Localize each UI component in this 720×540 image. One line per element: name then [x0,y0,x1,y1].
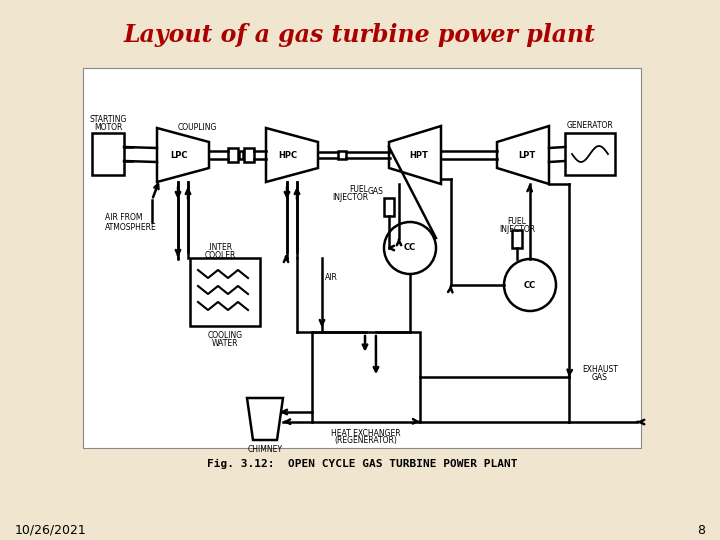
Text: CHIMNEY: CHIMNEY [248,446,282,455]
Text: GAS: GAS [368,187,384,197]
Text: GAS: GAS [592,374,608,382]
Text: COOLING: COOLING [207,330,243,340]
Text: STARTING: STARTING [89,116,127,125]
Bar [384,198,394,216]
Text: LPT: LPT [518,151,536,159]
Text: INJECTOR: INJECTOR [332,193,368,202]
Text: AIR: AIR [325,273,338,282]
Text: 8: 8 [697,523,705,537]
Text: COOLER: COOLER [204,251,235,260]
Text: Fig. 3.12:  OPEN CYCLE GAS TURBINE POWER PLANT: Fig. 3.12: OPEN CYCLE GAS TURBINE POWER … [207,459,517,469]
Text: Layout of a gas turbine power plant: Layout of a gas turbine power plant [124,23,596,47]
Text: GENERATOR: GENERATOR [567,120,613,130]
Text: (REGENERATOR): (REGENERATOR) [335,436,397,446]
Text: WATER: WATER [212,339,238,348]
Text: HPT: HPT [410,151,428,159]
Bar [565,133,615,175]
Text: INJECTOR: INJECTOR [499,226,535,234]
Text: HPC: HPC [279,151,297,159]
Text: COUPLING: COUPLING [177,123,217,132]
Bar [190,258,260,326]
Bar [244,148,254,162]
Text: ATMOSPHERE: ATMOSPHERE [105,222,157,232]
Text: EXHAUST: EXHAUST [582,366,618,375]
Text: LPC: LPC [170,151,188,159]
Text: 10/26/2021: 10/26/2021 [15,523,86,537]
Text: .INTER: .INTER [207,242,233,252]
Text: FUEL: FUEL [508,218,526,226]
Text: AIR FROM: AIR FROM [105,213,143,222]
Bar [338,151,346,159]
Text: CC: CC [524,280,536,289]
Bar [312,332,420,422]
Text: MOTOR: MOTOR [94,124,122,132]
Bar [512,230,522,248]
Bar [83,68,641,448]
Text: FUEL: FUEL [349,186,368,194]
Bar [239,151,243,159]
Text: CC: CC [404,244,416,253]
Bar [228,148,238,162]
Text: HEAT EXCHANGER: HEAT EXCHANGER [331,429,401,437]
Bar [92,133,124,175]
